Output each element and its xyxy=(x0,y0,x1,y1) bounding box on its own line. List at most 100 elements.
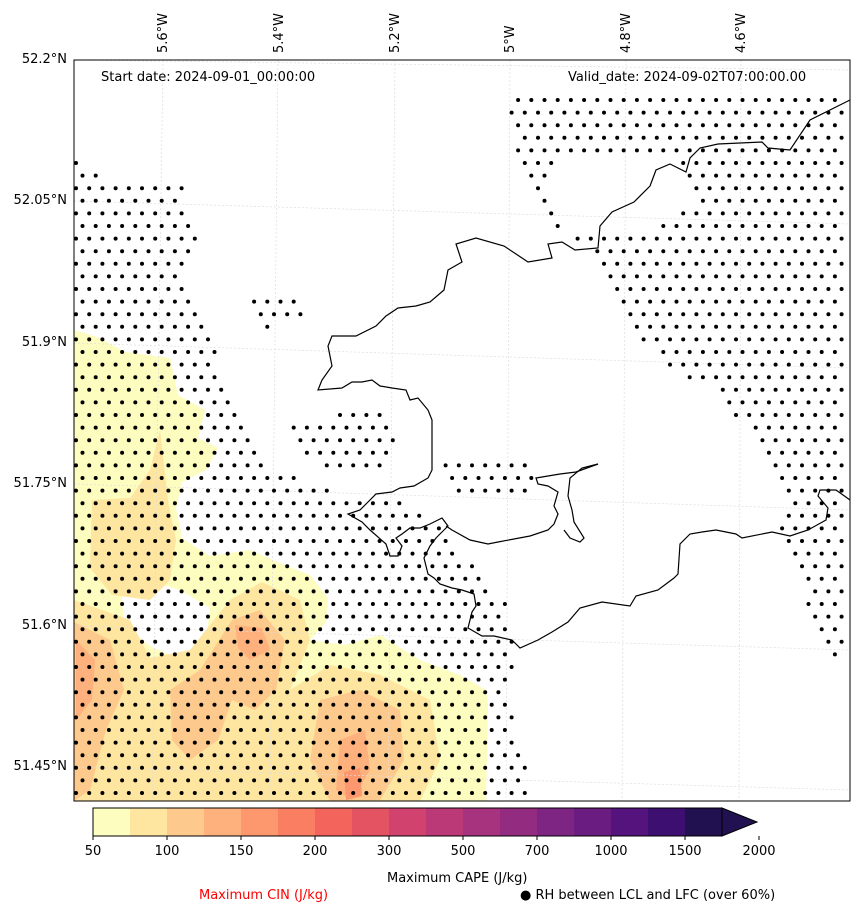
rh-stipple-dot xyxy=(192,614,197,619)
rh-stipple-dot xyxy=(318,576,323,581)
rh-stipple-dot xyxy=(813,236,818,241)
rh-stipple-dot xyxy=(786,438,791,443)
rh-stipple-dot xyxy=(298,665,303,669)
rh-stipple-dot xyxy=(113,513,118,518)
rh-stipple-dot xyxy=(463,702,468,707)
rh-stipple-dot xyxy=(483,690,488,695)
rh-stipple-dot xyxy=(212,425,217,430)
rh-stipple-dot xyxy=(278,476,283,480)
rh-stipple-dot xyxy=(456,639,461,644)
colorbar-tick-label: 100 xyxy=(155,844,180,859)
rh-stipple-dot xyxy=(74,791,78,795)
rh-stipple-dot xyxy=(430,740,435,745)
rh-stipple-dot xyxy=(681,135,686,140)
rh-stipple-dot xyxy=(113,791,118,795)
rh-stipple-dot xyxy=(80,576,85,581)
rh-stipple-dot xyxy=(199,375,204,380)
rh-stipple-dot xyxy=(93,753,98,758)
rh-stipple-dot xyxy=(186,476,191,480)
latitude-label: 51.45°N xyxy=(13,759,67,774)
rh-stipple-dot xyxy=(377,791,382,795)
rh-stipple-dot xyxy=(793,501,798,506)
rh-stipple-dot xyxy=(172,400,177,405)
rh-stipple-dot xyxy=(832,400,837,405)
rh-stipple-dot xyxy=(87,463,92,468)
rh-stipple-dot xyxy=(456,589,461,594)
rh-stipple-dot xyxy=(192,740,197,745)
rh-stipple-dot xyxy=(720,387,725,392)
rh-stipple-dot xyxy=(351,564,356,569)
rh-stipple-dot xyxy=(238,753,243,758)
rh-stipple-dot xyxy=(344,677,349,682)
rh-stipple-dot xyxy=(146,249,151,254)
rh-stipple-dot xyxy=(390,438,395,443)
rh-stipple-dot xyxy=(786,337,791,342)
rh-stipple-dot xyxy=(648,324,653,329)
rh-stipple-dot xyxy=(212,652,217,657)
rh-stipple-dot xyxy=(106,753,111,758)
rh-stipple-dot xyxy=(186,249,191,254)
rh-stipple-dot xyxy=(747,135,752,140)
rh-stipple-dot xyxy=(753,148,758,153)
rh-stipple-dot xyxy=(192,362,197,367)
rh-stipple-dot xyxy=(720,261,725,266)
rh-stipple-dot xyxy=(87,337,92,342)
rh-stipple-dot xyxy=(186,551,191,556)
rh-stipple-dot xyxy=(93,299,98,304)
colorbar-tick-label: 700 xyxy=(525,844,550,859)
rh-stipple-dot xyxy=(159,400,164,405)
rh-stipple-dot xyxy=(153,261,158,266)
rh-stipple-dot xyxy=(370,702,375,707)
rh-stipple-dot xyxy=(786,513,791,518)
rh-stipple-dot xyxy=(252,476,257,480)
rh-stipple-dot xyxy=(443,665,448,669)
rh-stipple-dot xyxy=(819,450,824,455)
rh-stipple-dot xyxy=(839,211,844,216)
rh-stipple-dot xyxy=(832,476,837,480)
rh-stipple-dot xyxy=(813,312,818,317)
rh-stipple-dot xyxy=(694,161,699,165)
rh-stipple-dot xyxy=(93,702,98,707)
rh-stipple-dot xyxy=(800,488,804,493)
rh-stipple-dot xyxy=(674,148,679,153)
rh-stipple-dot xyxy=(819,627,824,632)
rh-stipple-dot xyxy=(146,400,151,405)
colorbar-segment xyxy=(463,808,501,836)
rh-stipple-dot xyxy=(258,488,263,493)
rh-stipple-dot xyxy=(146,324,151,329)
rh-stipple-dot xyxy=(489,728,494,732)
rh-stipple-dot xyxy=(602,236,606,241)
rh-stipple-dot xyxy=(120,702,125,707)
rh-stipple-dot xyxy=(430,690,435,695)
rh-stipple-dot xyxy=(106,299,111,304)
rh-stipple-dot xyxy=(291,299,296,304)
rh-stipple-dot xyxy=(377,639,382,644)
rh-stipple-dot xyxy=(476,476,481,480)
rh-stipple-dot xyxy=(179,211,184,216)
rh-stipple-dot xyxy=(582,98,587,102)
rh-stipple-dot xyxy=(192,765,197,770)
rh-stipple-dot xyxy=(364,438,369,443)
rh-stipple-dot xyxy=(172,350,177,354)
rh-stipple-dot xyxy=(186,627,191,632)
rh-stipple-dot xyxy=(700,274,705,279)
rh-stipple-dot xyxy=(159,476,164,480)
rh-stipple-dot xyxy=(245,539,250,543)
rh-stipple-dot xyxy=(351,463,356,468)
rh-stipple-dot xyxy=(133,576,138,581)
rh-stipple-dot xyxy=(159,274,164,279)
rh-stipple-dot xyxy=(357,652,362,657)
rh-stipple-dot xyxy=(74,765,78,770)
rh-stipple-dot xyxy=(417,690,422,695)
rh-stipple-dot xyxy=(800,362,804,367)
colorbar xyxy=(92,807,759,837)
rh-stipple-dot xyxy=(740,98,745,102)
rh-stipple-dot xyxy=(80,375,85,380)
rh-stipple-dot xyxy=(120,450,125,455)
rh-stipple-dot xyxy=(146,375,151,380)
rh-stipple-dot xyxy=(766,198,771,203)
rh-stipple-dot xyxy=(93,425,98,430)
rh-stipple-dot xyxy=(166,413,171,417)
rh-stipple-dot xyxy=(819,551,824,556)
rh-stipple-dot xyxy=(634,148,639,153)
